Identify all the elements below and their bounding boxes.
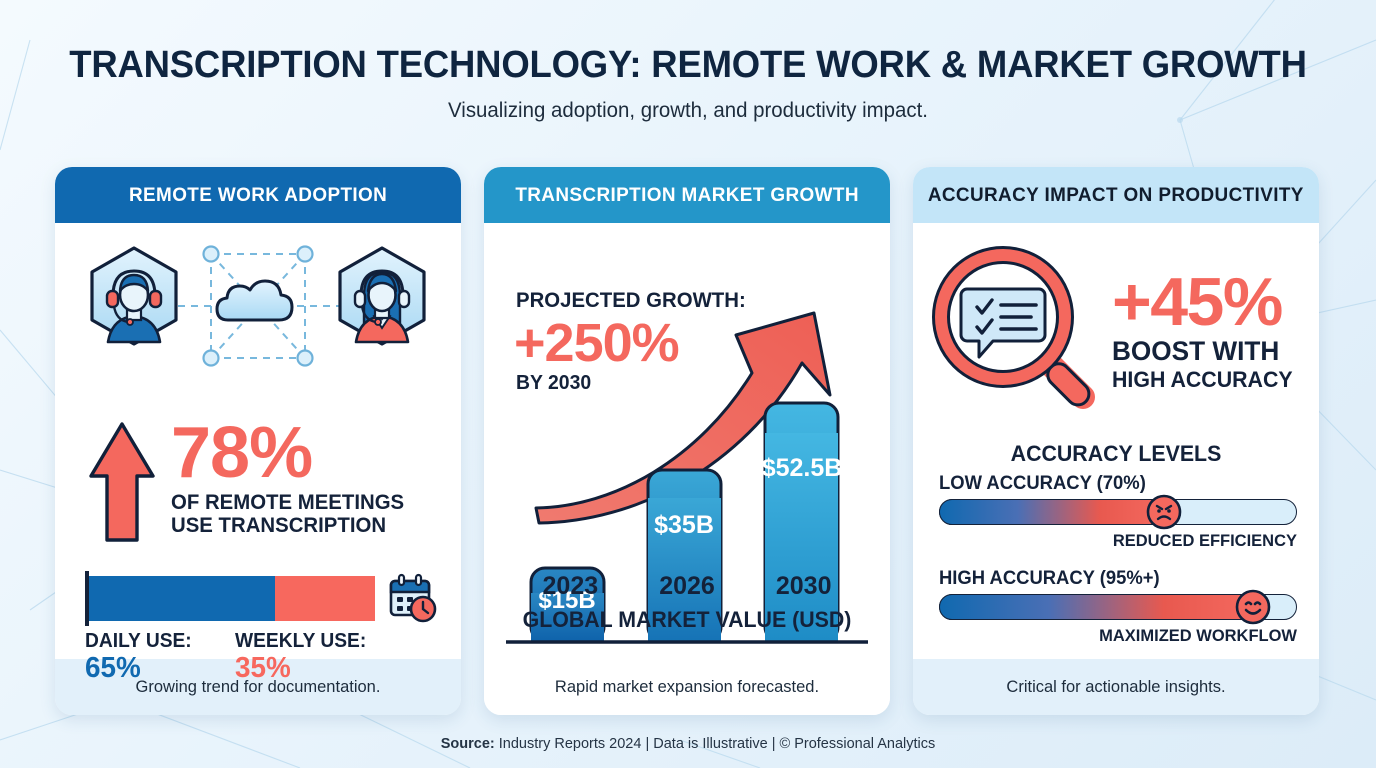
source-text: Industry Reports 2024 | Data is Illustra… [494, 736, 936, 752]
weekly-use-value: 35% [235, 652, 291, 684]
usage-segment-weekly [274, 575, 375, 621]
source-footer: Source: Industry Reports 2024 | Data is … [0, 736, 1376, 752]
low-accuracy-slider-fill [938, 498, 1163, 525]
card3-header-label: ACCURACY IMPACT ON PRODUCTIVITY [928, 183, 1304, 206]
accuracy-boost-value: +45% [1112, 264, 1283, 341]
source-label: Source: [440, 736, 495, 752]
usage-split-bar [85, 570, 375, 626]
low-accuracy-label: LOW ACCURACY (70%) [939, 473, 1146, 494]
x-tick-2023: 2023 [542, 572, 599, 600]
card-remote-work-adoption: REMOTE WORK ADOPTION [55, 167, 461, 715]
calendar-clock-icon [389, 573, 437, 623]
adoption-stat-block: 78% OF REMOTE MEETINGS USE TRANSCRIPTION [87, 413, 411, 545]
low-accuracy-slider[interactable] [938, 494, 1297, 530]
card2-footer: Rapid market expansion forecasted. [484, 659, 890, 715]
page-title: TRANSCRIPTION TECHNOLOGY: REMOTE WORK & … [69, 44, 1307, 86]
accuracy-levels-title: ACCURACY LEVELS [1010, 441, 1222, 466]
market-growth-chart: $15B $35B $52.5B [506, 311, 868, 644]
adoption-percentage: 78% [171, 413, 313, 493]
adoption-stat-line1: OF REMOTE MEETINGS [171, 490, 405, 514]
card2-body: $15B $35B $52.5B PROJECTED GROWTH: +250%… [484, 223, 890, 659]
card3-body: +45% BOOST WITH HIGH ACCURACY ACCURACY L… [913, 223, 1319, 659]
bar-group [529, 401, 840, 643]
bar-label-2026: $35B [654, 511, 714, 539]
remote-worker-male-icon [90, 246, 178, 346]
daily-use-label: DAILY USE: [85, 630, 192, 652]
chart-x-axis-caption: GLOBAL MARKET VALUE (USD) [522, 607, 852, 632]
adoption-stat-line2: USE TRANSCRIPTION [171, 514, 387, 538]
growth-by-year: BY 2030 [516, 372, 592, 394]
page-header: TRANSCRIPTION TECHNOLOGY: REMOTE WORK & … [0, 0, 1376, 123]
avatars-network-svg [90, 245, 426, 367]
x-tick-2030: 2030 [775, 572, 832, 600]
happy-face-icon[interactable] [1235, 589, 1271, 625]
accuracy-boost-line2: HIGH ACCURACY [1112, 366, 1293, 392]
high-accuracy-slider-group: HIGH ACCURACY (95%+) [938, 568, 1297, 646]
remote-collaboration-illustration [55, 241, 461, 371]
usage-segment-daily [89, 575, 275, 621]
card-transcription-market-growth: TRANSCRIPTION MARKET GROWTH [484, 167, 890, 715]
high-accuracy-label: HIGH ACCURACY (95%+) [939, 568, 1160, 589]
card2-header-label: TRANSCRIPTION MARKET GROWTH [515, 183, 859, 206]
network-nodes [202, 245, 314, 367]
chart-x-tick-labels: 2023 2026 2030 [512, 572, 862, 601]
high-accuracy-slider[interactable] [938, 589, 1297, 625]
daily-use-value: 65% [85, 652, 141, 684]
card1-header-label: REMOTE WORK ADOPTION [128, 183, 388, 206]
remote-worker-female-icon [338, 246, 426, 346]
sad-face-icon[interactable] [1146, 494, 1182, 530]
card1-header: REMOTE WORK ADOPTION [55, 167, 461, 223]
card2-header: TRANSCRIPTION MARKET GROWTH [484, 167, 890, 223]
page-subtitle: Visualizing adoption, growth, and produc… [448, 98, 928, 122]
accuracy-boost-block: +45% BOOST WITH HIGH ACCURACY [931, 245, 1298, 415]
x-tick-2026: 2026 [659, 572, 715, 600]
low-accuracy-slider-group: LOW ACCURACY (70%) [938, 473, 1297, 551]
magnifier-transcript-icon [932, 246, 1095, 409]
card3-header: ACCURACY IMPACT ON PRODUCTIVITY [913, 167, 1319, 223]
up-arrow-icon [89, 422, 155, 542]
card1-body: 78% OF REMOTE MEETINGS USE TRANSCRIPTION [55, 223, 461, 684]
growth-label: PROJECTED GROWTH: [516, 289, 746, 312]
cloud-network-icon [215, 279, 294, 322]
usage-split-block: DAILY USE: 65% WEEKLY USE: 35% [85, 570, 439, 684]
daily-use-label-group: DAILY USE: 65% [85, 630, 235, 684]
accuracy-boost-line1: BOOST WITH [1112, 335, 1280, 366]
high-accuracy-caption: MAXIMIZED WORKFLOW [1099, 626, 1297, 645]
bar-label-2023: $15B [538, 587, 595, 614]
weekly-use-label-group: WEEKLY USE: 35% [235, 630, 385, 684]
cards-container: REMOTE WORK ADOPTION [55, 167, 1321, 715]
bar-label-2030: $52.5B [762, 454, 843, 482]
card3-footer: Critical for actionable insights. [913, 659, 1319, 715]
rising-trend-arrow-icon [534, 311, 832, 525]
card-accuracy-impact: ACCURACY IMPACT ON PRODUCTIVITY [913, 167, 1319, 715]
projected-growth-callout: PROJECTED GROWTH: +250% BY 2030 [514, 289, 753, 395]
high-accuracy-slider-fill [938, 593, 1252, 620]
growth-value: +250% [514, 313, 680, 373]
low-accuracy-caption: REDUCED EFFICIENCY [1112, 531, 1297, 550]
weekly-use-label: WEEKLY USE: [235, 630, 367, 652]
